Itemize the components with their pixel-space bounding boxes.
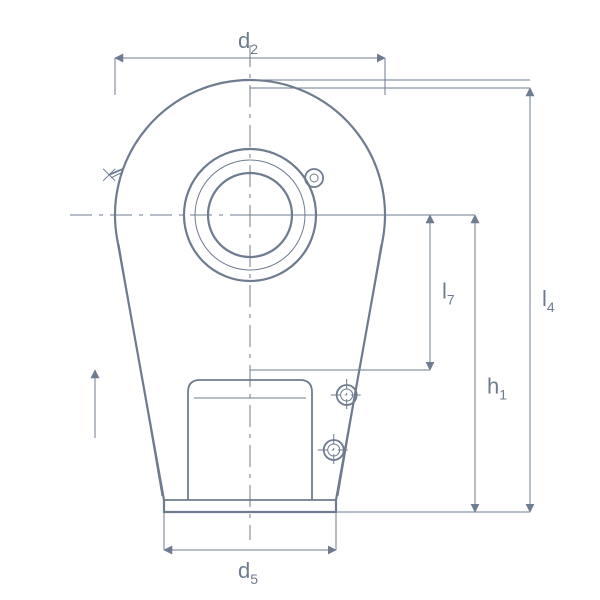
label-l4: l4 — [542, 286, 555, 315]
label-d5: d5 — [238, 558, 258, 587]
label-h1: h1 — [487, 374, 507, 403]
label-d2: d2 — [238, 28, 258, 57]
label-l7: l7 — [442, 279, 455, 308]
rod-end-diagram: d2 d5 l4 h1 l7 — [0, 0, 600, 600]
